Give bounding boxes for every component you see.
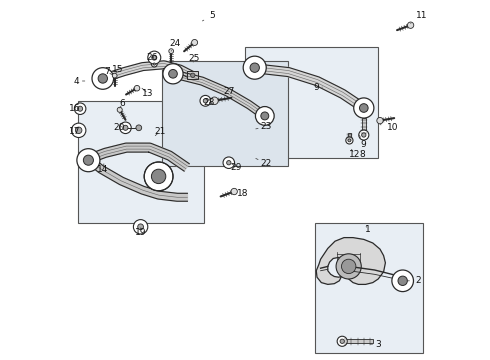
Circle shape <box>211 97 218 105</box>
Polygon shape <box>86 156 187 201</box>
Circle shape <box>250 63 259 72</box>
Polygon shape <box>342 339 373 343</box>
Circle shape <box>337 336 347 346</box>
Circle shape <box>200 95 211 106</box>
Text: 2: 2 <box>407 276 420 285</box>
Circle shape <box>336 254 361 279</box>
Circle shape <box>72 123 86 138</box>
Circle shape <box>407 22 414 28</box>
Circle shape <box>392 270 414 292</box>
Circle shape <box>169 69 177 78</box>
Bar <box>162 61 288 166</box>
Circle shape <box>77 106 83 111</box>
Circle shape <box>192 40 197 45</box>
Text: 27: 27 <box>220 87 235 99</box>
Polygon shape <box>316 238 386 284</box>
Circle shape <box>151 169 166 184</box>
Circle shape <box>203 99 208 103</box>
Polygon shape <box>101 61 195 82</box>
Circle shape <box>255 107 274 125</box>
Circle shape <box>348 139 351 142</box>
Bar <box>77 101 204 223</box>
Circle shape <box>98 74 107 83</box>
Circle shape <box>138 224 144 230</box>
Polygon shape <box>172 70 267 119</box>
Text: 9: 9 <box>314 83 322 91</box>
Circle shape <box>243 56 266 79</box>
Circle shape <box>136 125 142 131</box>
Circle shape <box>342 259 356 274</box>
Circle shape <box>169 49 173 54</box>
Text: 17: 17 <box>69 127 80 136</box>
Circle shape <box>75 127 82 134</box>
Circle shape <box>144 162 173 191</box>
Bar <box>315 223 423 353</box>
Bar <box>187 71 198 79</box>
Text: 5: 5 <box>202 11 215 21</box>
Circle shape <box>117 107 122 112</box>
Text: 26: 26 <box>147 53 158 62</box>
Circle shape <box>134 85 140 91</box>
Text: 18: 18 <box>229 189 248 198</box>
Text: 14: 14 <box>98 164 109 174</box>
Circle shape <box>133 220 148 234</box>
Text: 28: 28 <box>203 98 214 107</box>
Circle shape <box>151 61 157 67</box>
Circle shape <box>354 98 374 118</box>
Circle shape <box>120 122 131 134</box>
Text: 13: 13 <box>142 88 154 98</box>
Text: 25: 25 <box>188 54 199 63</box>
Text: 7: 7 <box>104 68 112 77</box>
Circle shape <box>77 149 100 172</box>
Circle shape <box>112 73 117 78</box>
Text: 11: 11 <box>411 10 427 23</box>
Circle shape <box>123 125 128 130</box>
Polygon shape <box>255 64 367 112</box>
Polygon shape <box>87 143 189 171</box>
Text: 21: 21 <box>154 127 166 136</box>
Text: 29: 29 <box>231 163 242 171</box>
Circle shape <box>398 276 407 285</box>
Circle shape <box>74 103 86 114</box>
Circle shape <box>340 339 344 343</box>
Text: 22: 22 <box>256 158 272 168</box>
Circle shape <box>360 104 368 112</box>
Text: 4: 4 <box>74 77 85 85</box>
Text: 6: 6 <box>120 99 125 108</box>
Text: 3: 3 <box>370 340 381 348</box>
Circle shape <box>92 68 114 89</box>
Text: 9: 9 <box>360 135 366 149</box>
Text: 12: 12 <box>349 149 360 158</box>
Circle shape <box>227 161 231 165</box>
Circle shape <box>148 51 161 64</box>
Polygon shape <box>362 118 366 135</box>
Text: 24: 24 <box>170 39 181 51</box>
Circle shape <box>362 133 366 137</box>
Text: 8: 8 <box>359 150 365 158</box>
Circle shape <box>152 55 157 60</box>
Circle shape <box>153 63 155 65</box>
Circle shape <box>261 112 269 120</box>
Text: 15: 15 <box>112 65 123 74</box>
Text: 16: 16 <box>69 104 80 112</box>
Circle shape <box>231 188 237 195</box>
Polygon shape <box>348 133 351 140</box>
Circle shape <box>223 157 235 168</box>
Text: 10: 10 <box>380 123 398 132</box>
Circle shape <box>191 73 195 77</box>
Circle shape <box>359 130 369 140</box>
Text: 23: 23 <box>256 122 272 131</box>
Text: 1: 1 <box>365 225 370 234</box>
Circle shape <box>377 117 383 124</box>
Circle shape <box>346 137 353 144</box>
Text: 20: 20 <box>114 122 125 131</box>
Text: 19: 19 <box>135 228 147 237</box>
Circle shape <box>163 64 183 84</box>
Bar <box>245 47 378 158</box>
Circle shape <box>83 155 94 165</box>
